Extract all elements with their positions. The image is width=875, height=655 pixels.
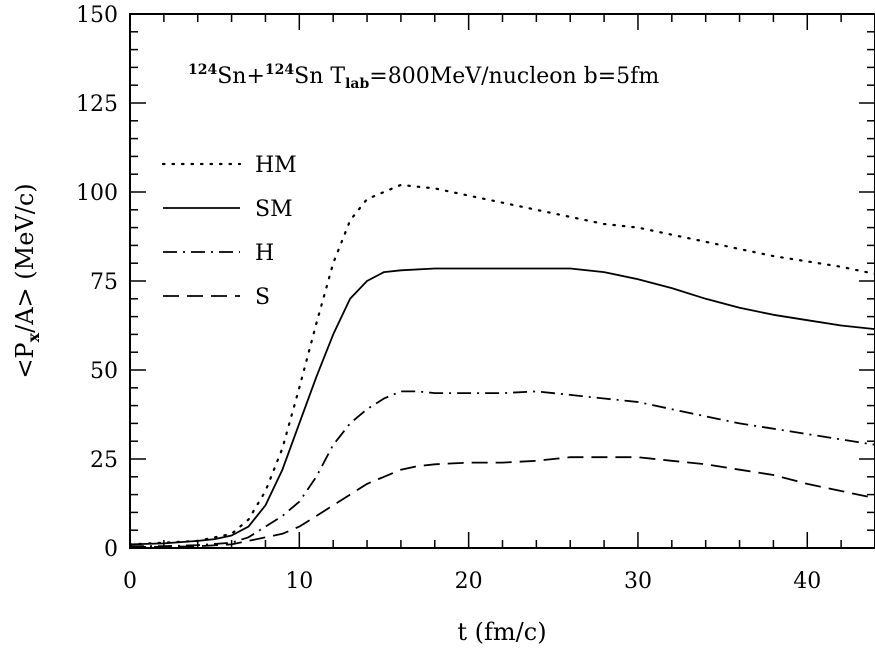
y-tick-label: 150 <box>76 3 118 28</box>
series-layer <box>128 183 875 548</box>
y-tick-label: 75 <box>90 270 118 295</box>
series-line-s <box>130 456 875 548</box>
y-axis-title-close: /A> (MeV/c) <box>11 183 39 333</box>
y-tick-label: 125 <box>76 92 118 117</box>
annotation-element-2: Sn T <box>294 64 345 89</box>
annotation-element-1: Sn+ <box>217 64 265 89</box>
legend-layer: HM SM HS <box>161 153 297 310</box>
annotation-rest: =800MeV/nucleon b=5fm <box>369 64 659 89</box>
legend-label-hm: HM <box>255 153 297 178</box>
ticks-layer: 0 10 20 30 40 0 25 50 75 100 125 150 <box>76 3 875 594</box>
plot-frame <box>129 13 875 549</box>
series-line-hm <box>128 183 875 546</box>
legend-label-s: S <box>255 285 270 310</box>
x-axis-title: t (fm/c) <box>457 618 546 646</box>
legend-label-h: H <box>255 241 274 266</box>
y-axis-title-open: <P <box>11 342 39 378</box>
y-tick-label: 100 <box>76 181 118 206</box>
annotation-mass-1: 124 <box>188 62 217 78</box>
y-tick-label: 25 <box>90 448 118 473</box>
x-tick-label: 0 <box>123 569 137 594</box>
y-tick-label: 50 <box>90 359 118 384</box>
x-tick-label: 40 <box>793 569 821 594</box>
series-line-sm <box>129 267 875 546</box>
x-tick-label: 20 <box>455 569 483 594</box>
x-tick-label: 10 <box>285 569 313 594</box>
y-axis-title: <Px/A> (MeV/c) <box>11 183 43 378</box>
series-line-h <box>130 390 875 548</box>
annotation: 124Sn+124Sn Tlab=800MeV/nucleon b=5fm <box>188 62 659 92</box>
x-tick-label: 30 <box>624 569 652 594</box>
y-axis-title-sub: x <box>24 332 43 342</box>
annotation-mass-2: 124 <box>265 62 294 78</box>
annotation-lab-subscript: lab <box>345 76 369 92</box>
y-tick-label: 0 <box>104 537 118 562</box>
legend-label-sm: SM <box>255 197 293 222</box>
